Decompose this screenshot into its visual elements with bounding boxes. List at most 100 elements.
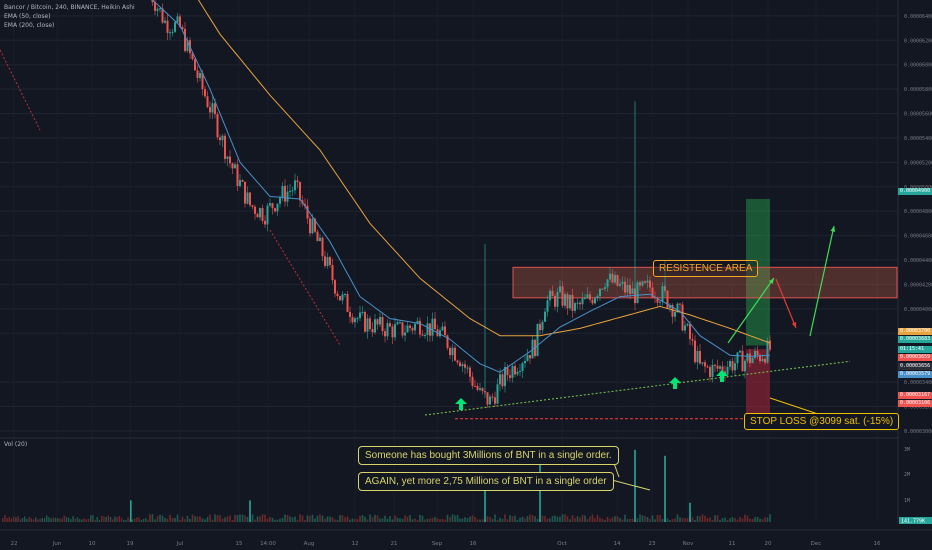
price-tag: 0.00003656 xyxy=(898,363,932,370)
volume-bar xyxy=(79,519,81,522)
volume-bar xyxy=(431,517,434,522)
candle-body xyxy=(736,352,739,364)
volume-bar xyxy=(551,516,554,522)
volume-bar xyxy=(599,517,601,522)
price-tag: 0.00003106 xyxy=(898,400,932,407)
volume-bar xyxy=(19,519,21,522)
volume-bar xyxy=(54,517,57,522)
candle-body xyxy=(626,284,629,293)
candle-body xyxy=(524,360,526,364)
volume-bar xyxy=(142,518,145,522)
candle-body xyxy=(729,361,731,367)
volume-bar xyxy=(209,514,211,522)
volume-tick-label: 3M xyxy=(904,447,910,453)
candle-body xyxy=(461,364,464,367)
candle-body xyxy=(369,318,371,330)
volume-bar xyxy=(544,516,546,522)
volume-bar xyxy=(246,516,249,522)
candle-body xyxy=(331,264,334,281)
candle-body xyxy=(186,40,189,52)
x-tick-label: 20 xyxy=(765,541,772,547)
volume-bar xyxy=(374,514,376,522)
candle-body xyxy=(214,103,216,115)
candle-body xyxy=(446,335,449,348)
candle-body xyxy=(361,312,364,314)
candle-body xyxy=(464,364,466,368)
volume-bar xyxy=(239,514,241,522)
candle-body xyxy=(469,367,471,377)
candle-body xyxy=(351,317,354,323)
volume-bar xyxy=(145,518,147,522)
volume-spike xyxy=(689,502,691,522)
volume-bar xyxy=(409,515,411,522)
volume-last-value: 141.779K xyxy=(901,519,925,525)
volume-bar xyxy=(61,518,63,522)
candle-body xyxy=(449,347,451,356)
volume-bar xyxy=(496,519,499,522)
candle-body xyxy=(151,0,154,3)
candle-body xyxy=(766,340,769,363)
volume-bar xyxy=(601,518,604,522)
candle-body xyxy=(706,366,709,368)
candle-body xyxy=(234,164,236,169)
candle-body xyxy=(259,208,261,218)
candle-body xyxy=(746,353,749,361)
x-tick-label: Dec xyxy=(811,541,822,547)
candle-body xyxy=(324,256,326,266)
candle-body xyxy=(679,303,681,305)
volume-bar xyxy=(754,517,756,522)
volume-bar xyxy=(516,519,519,522)
candle-body xyxy=(699,350,701,364)
candle-body xyxy=(159,8,161,10)
candle-body xyxy=(574,303,576,311)
candle-body xyxy=(761,359,764,362)
volume-bar xyxy=(646,517,649,522)
volume-bar xyxy=(85,519,87,522)
volume-bar xyxy=(386,518,389,522)
candle-body xyxy=(334,280,336,294)
candle-body xyxy=(556,291,559,307)
volume-bar xyxy=(636,518,639,522)
candle-body xyxy=(246,192,249,204)
volume-bar xyxy=(254,519,256,522)
volume-bar xyxy=(699,515,701,522)
volume-bar xyxy=(251,514,254,522)
volume-bar xyxy=(116,517,118,522)
candle-body xyxy=(491,396,494,398)
candle-body xyxy=(651,287,654,298)
volume-bar xyxy=(619,517,621,522)
volume-bar xyxy=(134,518,136,522)
volume-bar xyxy=(241,514,244,522)
volume-bar xyxy=(384,515,386,522)
volume-legend: Vol (20) xyxy=(4,441,28,448)
volume-bar xyxy=(234,514,236,522)
volume-bar xyxy=(159,514,161,522)
candle-body xyxy=(684,325,686,331)
candle-body xyxy=(504,367,506,387)
volume-bar xyxy=(614,516,616,522)
volume-bar xyxy=(349,519,351,522)
price-tag: 0.00003700 xyxy=(898,328,932,335)
candle-body xyxy=(541,321,544,331)
candle-body xyxy=(516,371,519,375)
volume-bar xyxy=(621,519,624,522)
volume-bar xyxy=(701,514,704,522)
volume-bar xyxy=(581,515,584,522)
volume-bar xyxy=(399,518,401,522)
x-tick-label: 19 xyxy=(127,541,134,547)
x-tick-label: Jul xyxy=(176,541,184,547)
y-tick-label: 0.00004200 xyxy=(904,282,932,288)
volume-bar xyxy=(125,519,127,522)
volume-bar xyxy=(571,515,574,522)
volume-bar xyxy=(469,516,471,522)
candle-body xyxy=(201,73,204,90)
candle-body xyxy=(749,353,751,364)
candle-body xyxy=(691,339,694,341)
volume-bar xyxy=(17,515,19,522)
candle-body xyxy=(439,330,441,337)
candle-body xyxy=(429,323,431,336)
candle-body xyxy=(671,304,674,317)
volume-bar xyxy=(626,519,629,522)
volume-bar xyxy=(131,519,134,522)
